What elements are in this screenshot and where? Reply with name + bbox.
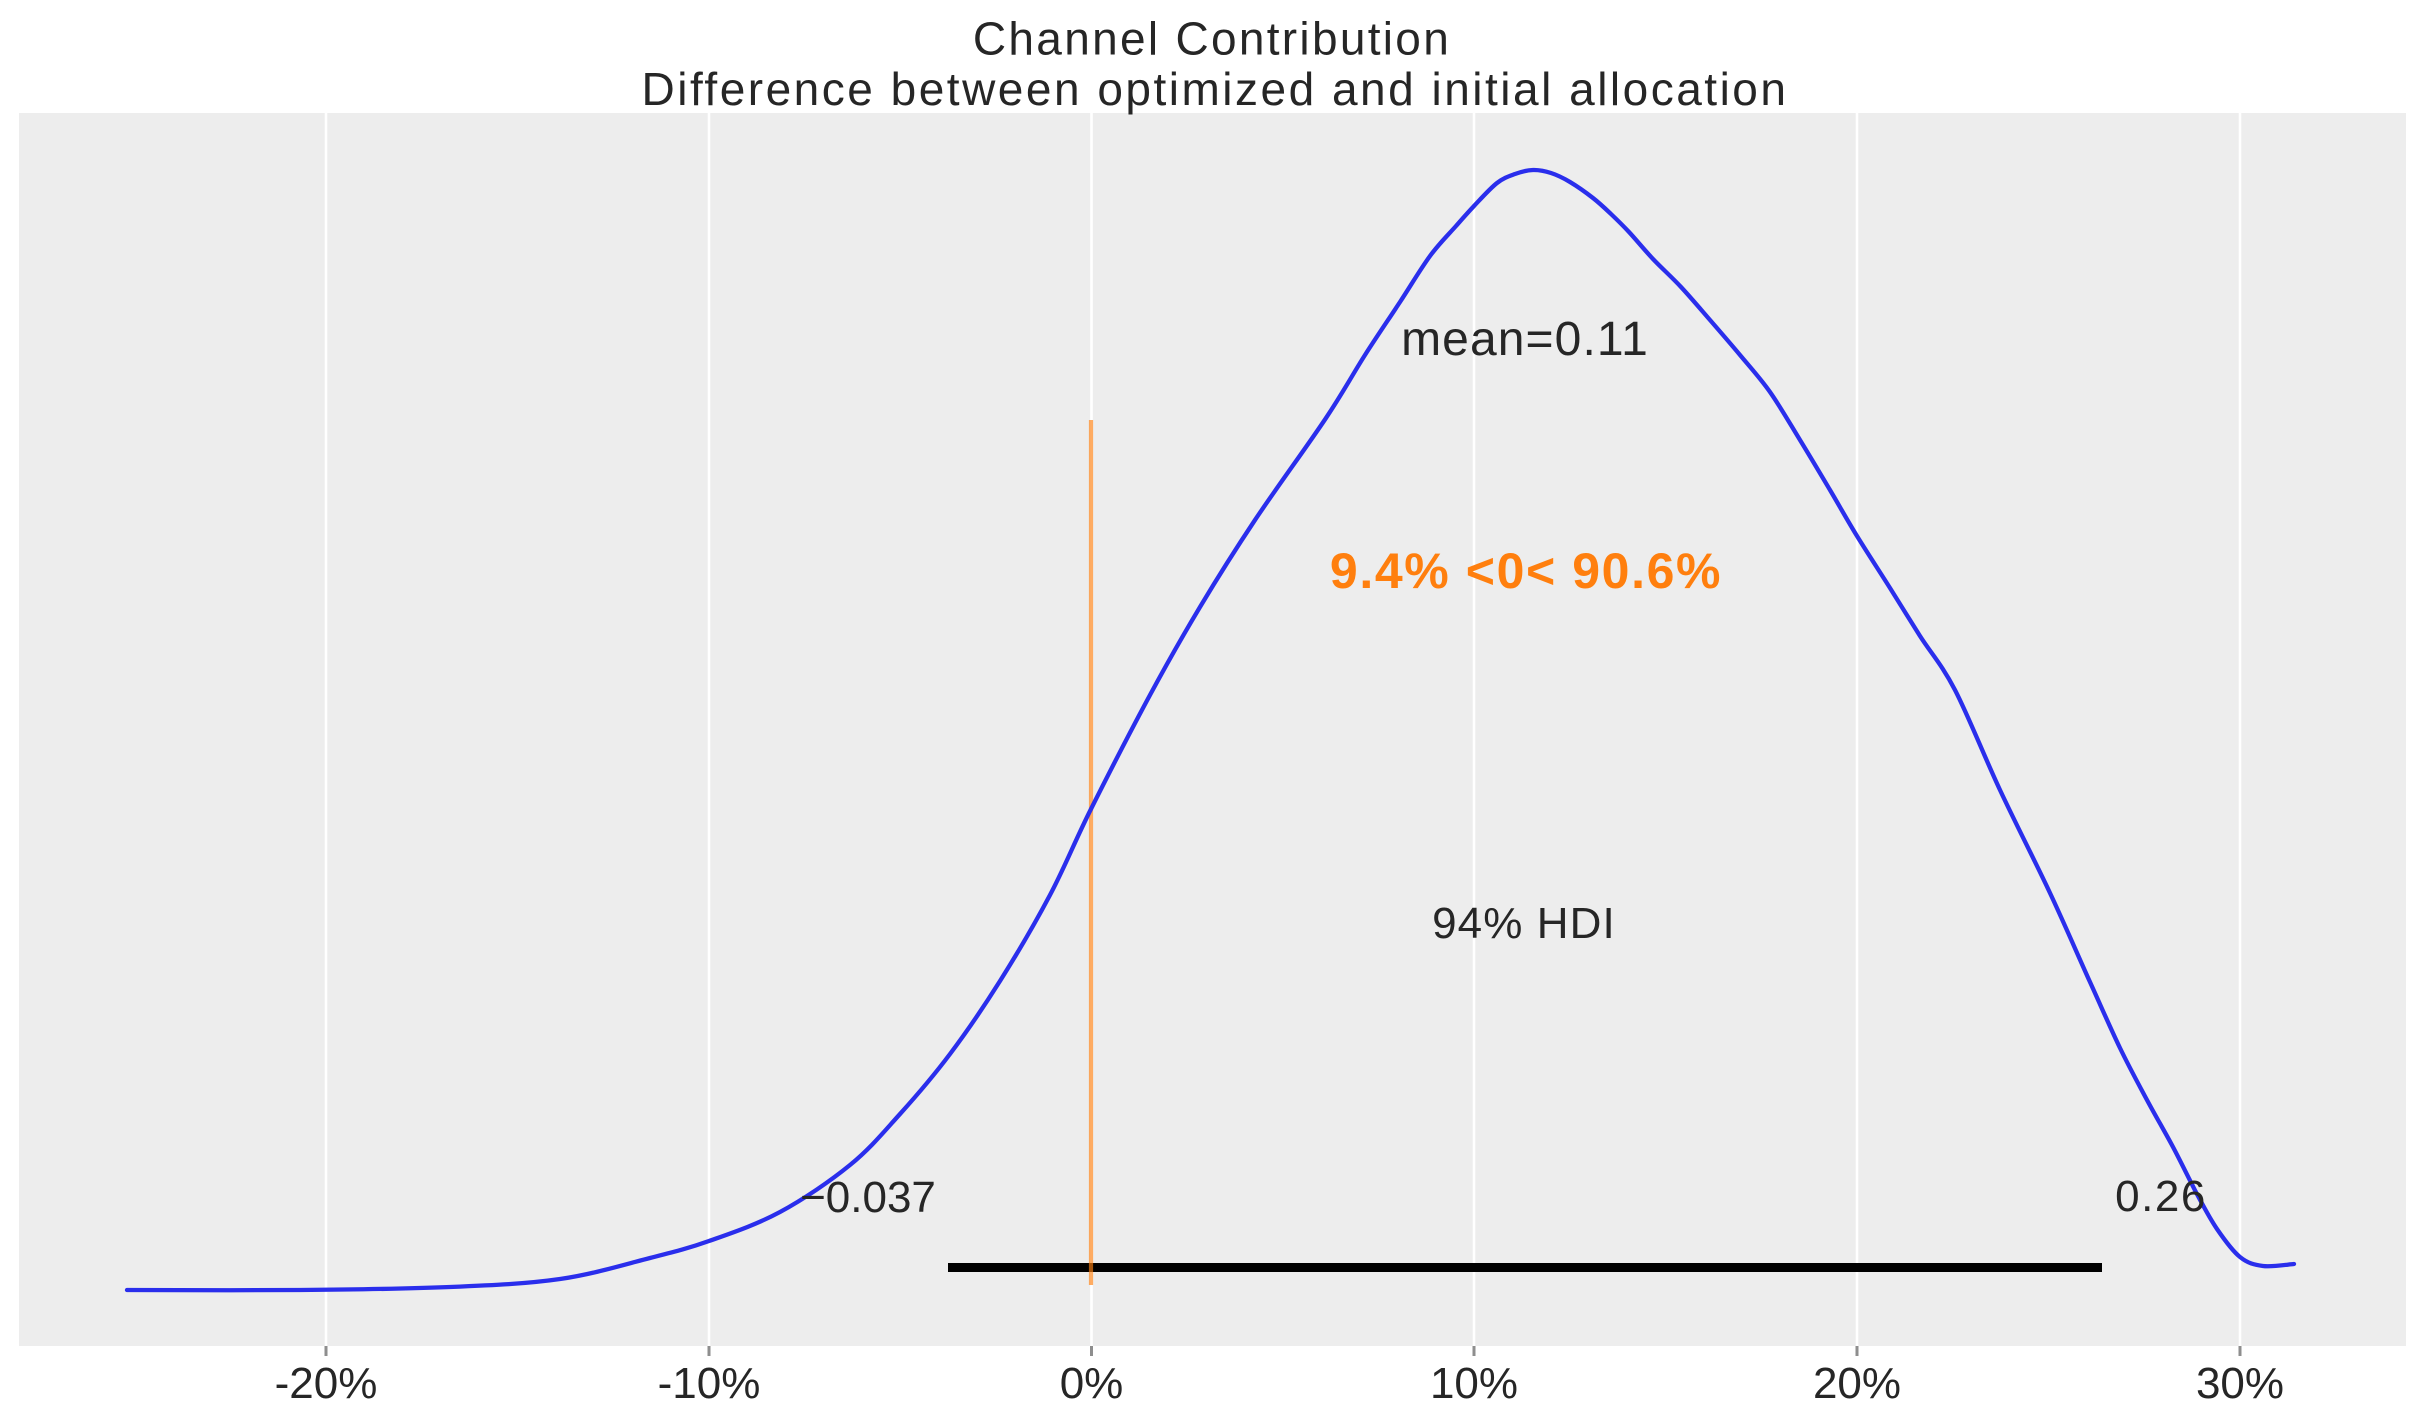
svg-text:−0.037: −0.037 <box>800 1173 936 1222</box>
svg-text:20%: 20% <box>1813 1359 1901 1408</box>
svg-text:-10%: -10% <box>658 1359 761 1408</box>
svg-text:10%: 10% <box>1430 1359 1518 1408</box>
svg-text:Difference between optimized a: Difference between optimized and initial… <box>642 63 1789 115</box>
svg-text:mean=0.11: mean=0.11 <box>1401 313 1649 366</box>
svg-text:Channel Contribution: Channel Contribution <box>973 13 1451 65</box>
svg-text:94% HDI: 94% HDI <box>1432 899 1616 948</box>
svg-text:0.26: 0.26 <box>2115 1172 2207 1221</box>
svg-text:9.4% <0< 90.6%: 9.4% <0< 90.6% <box>1330 543 1722 599</box>
svg-text:-20%: -20% <box>275 1359 378 1408</box>
svg-text:0%: 0% <box>1060 1359 1124 1408</box>
svg-text:30%: 30% <box>2196 1359 2284 1408</box>
